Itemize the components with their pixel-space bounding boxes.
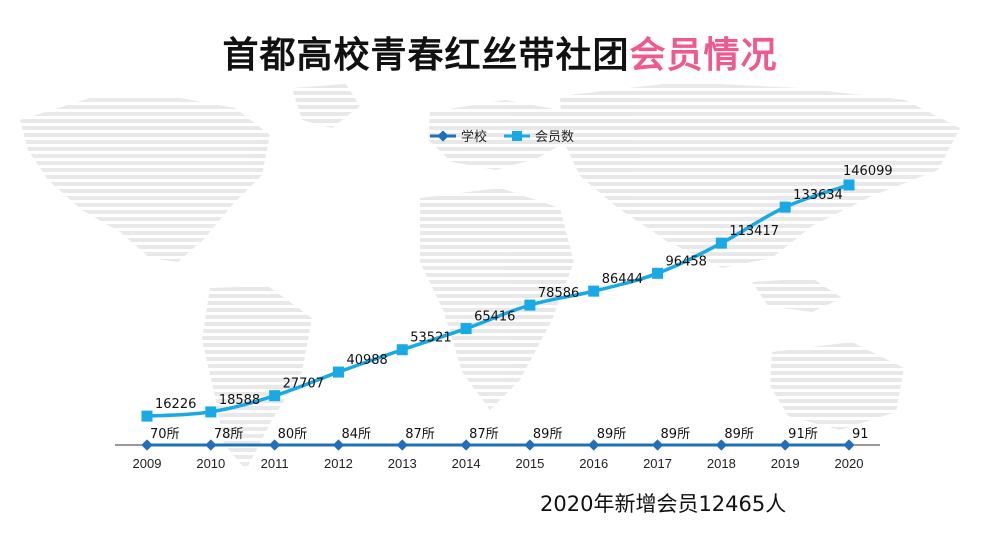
data-label: 53521	[410, 331, 451, 346]
data-label: 78所	[214, 427, 244, 442]
data-label: 70所	[150, 427, 180, 442]
series-line	[146, 183, 850, 418]
data-label: 146099	[843, 164, 893, 179]
x-tick-label: 2011	[261, 456, 289, 471]
series-layer: 70所 78所 80所 84所 87所 87所 89所 89所 89所 89所 91所 91 16226…	[141, 164, 893, 451]
data-label: 96458	[666, 254, 707, 269]
data-point-members	[332, 366, 344, 378]
title-accent: 会员情况	[629, 35, 778, 76]
data-label: 89所	[597, 427, 627, 442]
data-label: 91	[852, 427, 869, 442]
data-label: 89所	[661, 427, 691, 442]
legend-label: 学校	[461, 129, 487, 145]
data-point-school	[715, 439, 728, 451]
data-label: 133634	[793, 188, 843, 203]
data-point-school	[779, 439, 791, 451]
series-school: 70所 78所 80所 84所 87所 87所 89所 89所 89所 89所 91所 91	[141, 427, 869, 451]
legend-marker	[437, 130, 449, 142]
data-point-members	[205, 406, 217, 418]
data-label: 78586	[538, 286, 579, 301]
page-title: 首都高校青春红丝带社团会员情况	[0, 26, 1000, 78]
series-members: 16226 18588 27707 40988 53521 65416 78586 86444…	[141, 164, 893, 422]
data-label: 27707	[283, 377, 324, 392]
title-main: 首都高校青春红丝带社团	[222, 35, 630, 76]
data-point-members	[269, 390, 281, 402]
data-label: 16226	[155, 397, 196, 412]
data-label: 89所	[724, 427, 754, 442]
data-point-members	[779, 201, 791, 213]
data-label: 91所	[788, 427, 818, 442]
data-label: 84所	[341, 427, 371, 442]
data-point-school	[205, 439, 217, 451]
data-point-school	[460, 439, 472, 451]
footnote: 2020年新增会员12465人	[540, 492, 787, 516]
data-point-school	[268, 439, 281, 451]
data-label: 40988	[346, 353, 387, 368]
data-point-members	[715, 237, 727, 249]
data-label: 89所	[533, 427, 563, 442]
x-tick-label: 2014	[452, 456, 481, 471]
legend-marker	[512, 131, 522, 141]
x-tick-label: 2009	[133, 456, 162, 471]
x-tick-label: 2020	[835, 456, 864, 471]
data-point-school	[141, 439, 153, 451]
chart-legend: 学校 会员数	[430, 129, 574, 145]
data-point-school	[588, 439, 600, 451]
data-label: 65416	[474, 310, 515, 325]
data-point-members	[652, 267, 664, 279]
x-tick-label: 2019	[771, 456, 800, 471]
data-label: 113417	[729, 224, 779, 239]
legend-label: 会员数	[535, 130, 574, 145]
x-tick-label: 2018	[707, 456, 736, 471]
x-tick-label: 2010	[196, 456, 225, 471]
data-point-school	[651, 439, 664, 451]
data-label: 87所	[405, 427, 435, 442]
data-label: 87所	[469, 427, 499, 442]
x-axis: 2009 2010 2011 2012 2013 2014 2015 2016 2017 2018…	[115, 444, 880, 471]
legend-item: 会员数	[504, 130, 574, 145]
data-point-members	[588, 285, 600, 297]
data-point-members	[843, 179, 855, 191]
data-point-members	[460, 323, 472, 335]
data-label: 80所	[278, 427, 308, 442]
data-label: 86444	[602, 272, 643, 287]
data-point-school	[843, 439, 855, 451]
x-tick-label: 2015	[515, 456, 544, 471]
data-point-school	[524, 439, 536, 451]
x-tick-label: 2016	[579, 456, 608, 471]
data-point-school	[396, 439, 408, 451]
data-label: 18588	[219, 393, 260, 408]
x-tick-label: 2017	[643, 456, 672, 471]
data-point-members	[141, 410, 153, 422]
data-point-members	[396, 344, 408, 356]
data-point-school	[332, 439, 345, 451]
x-tick-label: 2012	[324, 456, 353, 471]
x-tick-label: 2013	[388, 456, 417, 471]
data-point-members	[524, 299, 536, 311]
legend-item: 学校	[430, 129, 487, 145]
